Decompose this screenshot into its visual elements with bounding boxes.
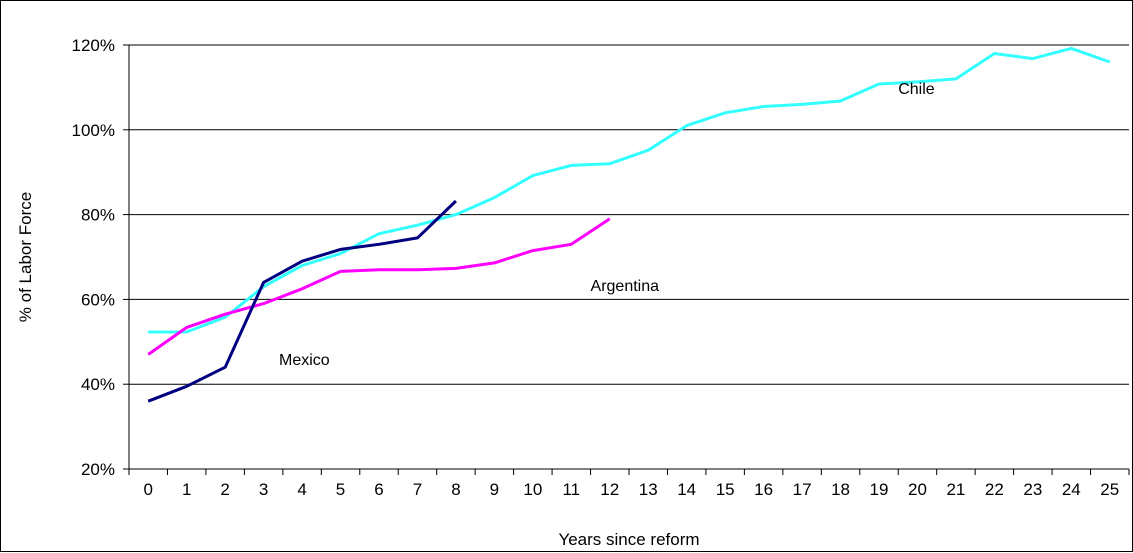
- x-tick-label: 4: [297, 480, 306, 499]
- series-line-mexico: [147, 199, 457, 403]
- y-tick-layer: 20% 40% 60% 80% 100% 120%: [72, 36, 129, 479]
- x-tick-layer: 0 1 2 3 4 5 6 7 8 9 10 11 12 13 14 15 16 17 18 19 20 21 22 23 24…: [128, 469, 1130, 499]
- series-label-argentina: Argentina: [591, 278, 660, 295]
- series-label-chile: Chile: [898, 81, 935, 98]
- y-tick-label: 120%: [72, 36, 115, 55]
- x-tick-label: 7: [413, 480, 422, 499]
- x-tick-label: 0: [143, 480, 152, 499]
- series-line-chile: [148, 46, 1111, 334]
- x-tick-label: 5: [336, 480, 345, 499]
- x-tick-label: 10: [523, 480, 542, 499]
- y-tick-label: 80%: [81, 206, 115, 225]
- series-layer: [147, 46, 1111, 403]
- x-tick-label: 1: [182, 480, 191, 499]
- x-tick-label: 24: [1062, 480, 1081, 499]
- x-tick-label: 23: [1023, 480, 1042, 499]
- x-tick-label: 3: [259, 480, 268, 499]
- x-tick-label: 9: [490, 480, 499, 499]
- x-tick-label: 20: [908, 480, 927, 499]
- x-tick-label: 2: [220, 480, 229, 499]
- x-tick-label: 22: [985, 480, 1004, 499]
- x-tick-label: 17: [793, 480, 812, 499]
- y-tick-label: 20%: [81, 460, 115, 479]
- y-axis-title: % of Labor Force: [16, 192, 35, 322]
- x-axis-title: Years since reform: [558, 530, 699, 549]
- x-tick-label: 6: [374, 480, 383, 499]
- x-tick-label: 15: [716, 480, 735, 499]
- x-tick-label: 12: [600, 480, 619, 499]
- y-tick-label: 60%: [81, 290, 115, 309]
- x-tick-label: 18: [831, 480, 850, 499]
- annotation-layer: Chile Argentina Mexico: [279, 81, 935, 369]
- series-label-mexico: Mexico: [279, 352, 330, 369]
- x-tick-label: 13: [639, 480, 658, 499]
- x-tick-label: 19: [870, 480, 889, 499]
- y-tick-label: 40%: [81, 375, 115, 394]
- series-line-argentina: [147, 217, 611, 356]
- grid-layer: [129, 44, 1129, 385]
- x-tick-label: 21: [946, 480, 965, 499]
- x-tick-label: 11: [562, 480, 580, 499]
- y-tick-label: 100%: [72, 121, 115, 140]
- x-tick-label: 14: [677, 480, 696, 499]
- axes-layer: [128, 45, 1129, 470]
- x-tick-label: 8: [451, 480, 460, 499]
- x-tick-label: 16: [754, 480, 773, 499]
- x-tick-label: 25: [1100, 480, 1119, 499]
